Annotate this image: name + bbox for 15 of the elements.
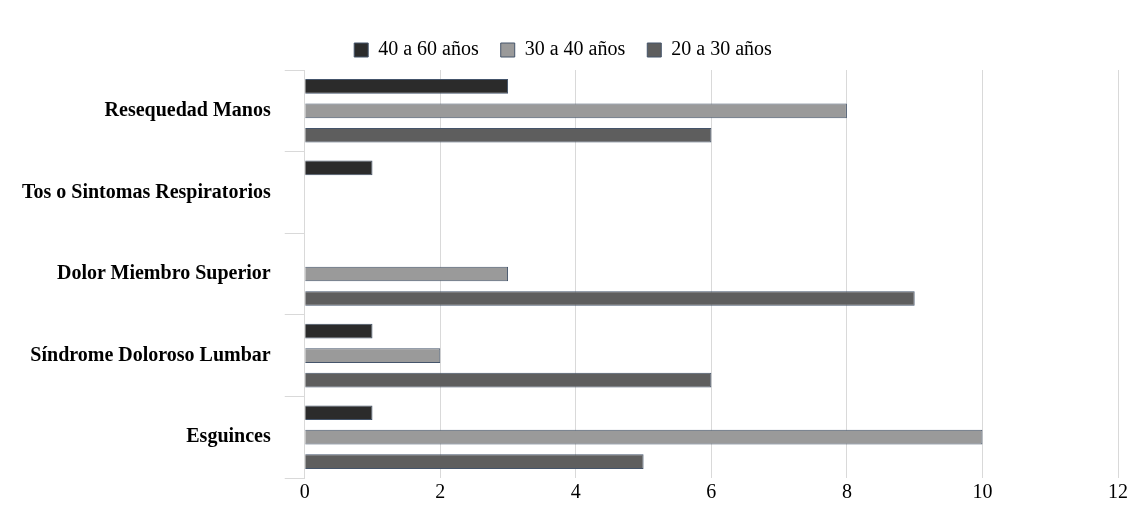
x-tick-label: 10 bbox=[972, 480, 993, 503]
x-tick-label: 4 bbox=[570, 480, 581, 503]
x-tick-label: 8 bbox=[841, 480, 852, 503]
legend-label: 40 a 60 años bbox=[378, 37, 479, 60]
x-tick-label: 0 bbox=[299, 480, 310, 503]
x-tick-label: 2 bbox=[435, 480, 446, 503]
legend-label: 20 a 30 años bbox=[671, 37, 773, 60]
y-tick-label: Resequedad Manos bbox=[104, 97, 271, 121]
legend-label: 30 a 40 años bbox=[524, 37, 626, 60]
x-tick-label: 6 bbox=[706, 480, 717, 503]
y-tick-label: Tos o Sintomas Respiratorios bbox=[22, 179, 271, 203]
y-tick-label: Dolor Miembro Superior bbox=[57, 261, 271, 285]
x-tick-label: 12 bbox=[1108, 480, 1128, 503]
y-tick-label: Síndrome Doloroso Lumbar bbox=[30, 342, 271, 365]
y-tick-label: Esguinces bbox=[186, 424, 271, 448]
